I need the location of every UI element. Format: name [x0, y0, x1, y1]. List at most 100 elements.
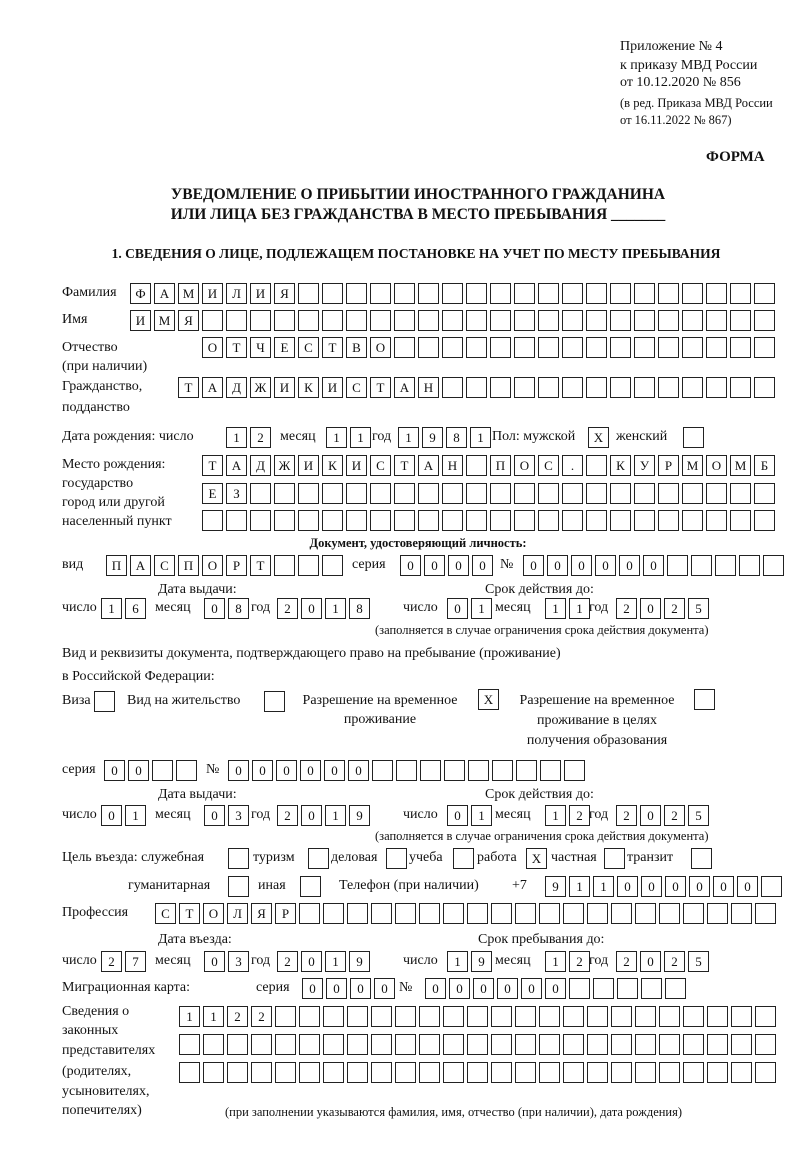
char-cell[interactable]: Ж — [274, 455, 295, 476]
char-cell[interactable]: Т — [226, 337, 247, 358]
char-cell[interactable] — [610, 283, 631, 304]
char-cell[interactable] — [706, 337, 727, 358]
char-cell[interactable]: 0 — [425, 978, 446, 999]
char-cell[interactable] — [275, 1062, 296, 1083]
char-cell[interactable] — [322, 510, 343, 531]
char-cell[interactable]: 0 — [348, 760, 369, 781]
char-cell[interactable]: 0 — [101, 805, 122, 826]
char-cell[interactable] — [250, 483, 271, 504]
char-cell[interactable] — [346, 283, 367, 304]
char-cell[interactable] — [490, 337, 511, 358]
char-cell[interactable] — [370, 483, 391, 504]
char-cell[interactable] — [227, 1034, 248, 1055]
char-cell[interactable] — [514, 377, 535, 398]
char-cell[interactable] — [179, 1034, 200, 1055]
char-cell[interactable]: 1 — [447, 951, 468, 972]
char-cell[interactable] — [682, 310, 703, 331]
char-cell[interactable]: 2 — [277, 951, 298, 972]
char-cell[interactable] — [562, 283, 583, 304]
char-cell[interactable] — [298, 483, 319, 504]
char-cell[interactable] — [370, 310, 391, 331]
char-cell[interactable]: 2 — [569, 951, 590, 972]
char-cell[interactable] — [466, 510, 487, 531]
char-cell[interactable] — [683, 1034, 704, 1055]
char-cell[interactable] — [419, 1006, 440, 1027]
char-cell[interactable] — [538, 283, 559, 304]
checkbox-cell[interactable] — [300, 876, 321, 897]
char-cell[interactable] — [514, 283, 535, 304]
char-cell[interactable] — [442, 337, 463, 358]
char-cell[interactable] — [370, 283, 391, 304]
char-cell[interactable] — [634, 377, 655, 398]
char-cell[interactable]: И — [130, 310, 151, 331]
char-cell[interactable] — [682, 337, 703, 358]
char-cell[interactable]: Л — [227, 903, 248, 924]
char-cell[interactable] — [755, 1006, 776, 1027]
char-cell[interactable]: 0 — [448, 555, 469, 576]
char-cell[interactable] — [419, 1034, 440, 1055]
char-cell[interactable]: 2 — [616, 951, 637, 972]
char-cell[interactable] — [202, 510, 223, 531]
char-cell[interactable] — [347, 1062, 368, 1083]
char-cell[interactable] — [226, 310, 247, 331]
char-cell[interactable] — [443, 1062, 464, 1083]
char-cell[interactable]: 5 — [688, 598, 709, 619]
char-cell[interactable] — [658, 310, 679, 331]
char-cell[interactable]: 0 — [449, 978, 470, 999]
char-cell[interactable] — [586, 283, 607, 304]
char-cell[interactable] — [250, 310, 271, 331]
char-cell[interactable] — [322, 310, 343, 331]
char-cell[interactable]: Т — [322, 337, 343, 358]
char-cell[interactable]: Т — [179, 903, 200, 924]
char-cell[interactable] — [371, 1062, 392, 1083]
char-cell[interactable]: 9 — [471, 951, 492, 972]
char-cell[interactable]: 7 — [125, 951, 146, 972]
char-cell[interactable] — [466, 377, 487, 398]
char-cell[interactable] — [731, 1034, 752, 1055]
char-cell[interactable] — [466, 455, 487, 476]
char-cell[interactable] — [658, 483, 679, 504]
char-cell[interactable] — [683, 903, 704, 924]
char-cell[interactable]: 2 — [664, 951, 685, 972]
checkbox-cell[interactable] — [94, 691, 115, 712]
char-cell[interactable]: А — [226, 455, 247, 476]
char-cell[interactable]: 0 — [665, 876, 686, 897]
char-cell[interactable] — [634, 510, 655, 531]
char-cell[interactable] — [682, 510, 703, 531]
char-cell[interactable]: 0 — [128, 760, 149, 781]
char-cell[interactable] — [707, 903, 728, 924]
char-cell[interactable] — [347, 903, 368, 924]
char-cell[interactable] — [538, 483, 559, 504]
char-cell[interactable] — [346, 510, 367, 531]
char-cell[interactable] — [394, 310, 415, 331]
char-cell[interactable] — [562, 510, 583, 531]
char-cell[interactable]: Д — [226, 377, 247, 398]
char-cell[interactable] — [467, 903, 488, 924]
char-cell[interactable]: Н — [418, 377, 439, 398]
char-cell[interactable] — [394, 283, 415, 304]
char-cell[interactable] — [586, 455, 607, 476]
char-cell[interactable] — [563, 1062, 584, 1083]
char-cell[interactable] — [755, 1062, 776, 1083]
char-cell[interactable]: 5 — [688, 805, 709, 826]
char-cell[interactable] — [515, 903, 536, 924]
char-cell[interactable]: 0 — [424, 555, 445, 576]
char-cell[interactable]: 0 — [350, 978, 371, 999]
char-cell[interactable] — [418, 337, 439, 358]
char-cell[interactable] — [755, 1034, 776, 1055]
char-cell[interactable]: 2 — [251, 1006, 272, 1027]
char-cell[interactable]: 2 — [664, 598, 685, 619]
char-cell[interactable] — [251, 1062, 272, 1083]
char-cell[interactable] — [667, 555, 688, 576]
char-cell[interactable] — [466, 310, 487, 331]
char-cell[interactable] — [538, 310, 559, 331]
char-cell[interactable] — [152, 760, 173, 781]
char-cell[interactable]: 1 — [325, 598, 346, 619]
char-cell[interactable]: 8 — [446, 427, 467, 448]
char-cell[interactable] — [468, 760, 489, 781]
char-cell[interactable]: Я — [251, 903, 272, 924]
char-cell[interactable] — [275, 1034, 296, 1055]
char-cell[interactable] — [730, 483, 751, 504]
char-cell[interactable]: Р — [226, 555, 247, 576]
char-cell[interactable] — [490, 510, 511, 531]
